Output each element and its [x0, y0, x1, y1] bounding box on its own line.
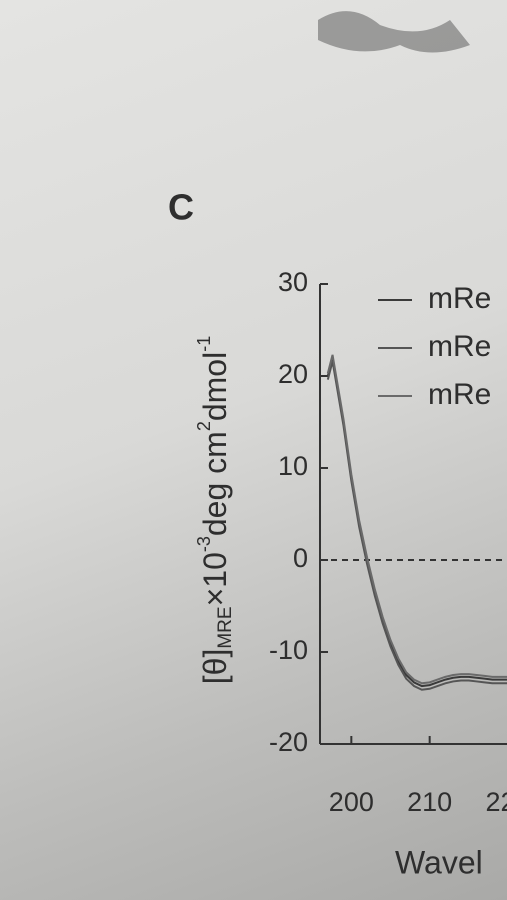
- y-label-part: deg cm: [197, 431, 233, 536]
- y-tick-label: 20: [278, 359, 308, 389]
- y-label-sup: -1: [194, 336, 214, 352]
- y-label-sup: 2: [194, 421, 214, 431]
- panel-label: C: [168, 187, 194, 228]
- protein-image: [318, 11, 470, 53]
- x-tick-label: 220: [485, 787, 507, 817]
- series-line: [326, 361, 507, 691]
- y-label-sup: -3: [194, 536, 214, 552]
- x-tick-label: 210: [407, 787, 452, 817]
- y-label-part: ×10: [197, 552, 233, 606]
- y-label-part: dmol: [197, 352, 233, 421]
- y-tick-label: 0: [293, 543, 308, 573]
- x-axis-label: Wavel: [395, 844, 483, 880]
- y-label-part: [θ]: [197, 649, 233, 685]
- y-axis-label: [θ]MRE×10-3deg cm2dmol-1: [194, 336, 236, 684]
- y-tick-label: -10: [269, 635, 308, 665]
- x-tick-label: 200: [329, 787, 374, 817]
- legend-label: mRe: [428, 378, 491, 411]
- y-label-sub: MRE: [215, 606, 236, 648]
- legend-label: mRe: [428, 330, 491, 363]
- y-tick-label: -20: [269, 727, 308, 757]
- y-tick-label: 30: [278, 267, 308, 297]
- legend-label: mRe: [428, 282, 491, 315]
- y-tick-label: 10: [278, 451, 308, 481]
- series-line: [326, 354, 507, 685]
